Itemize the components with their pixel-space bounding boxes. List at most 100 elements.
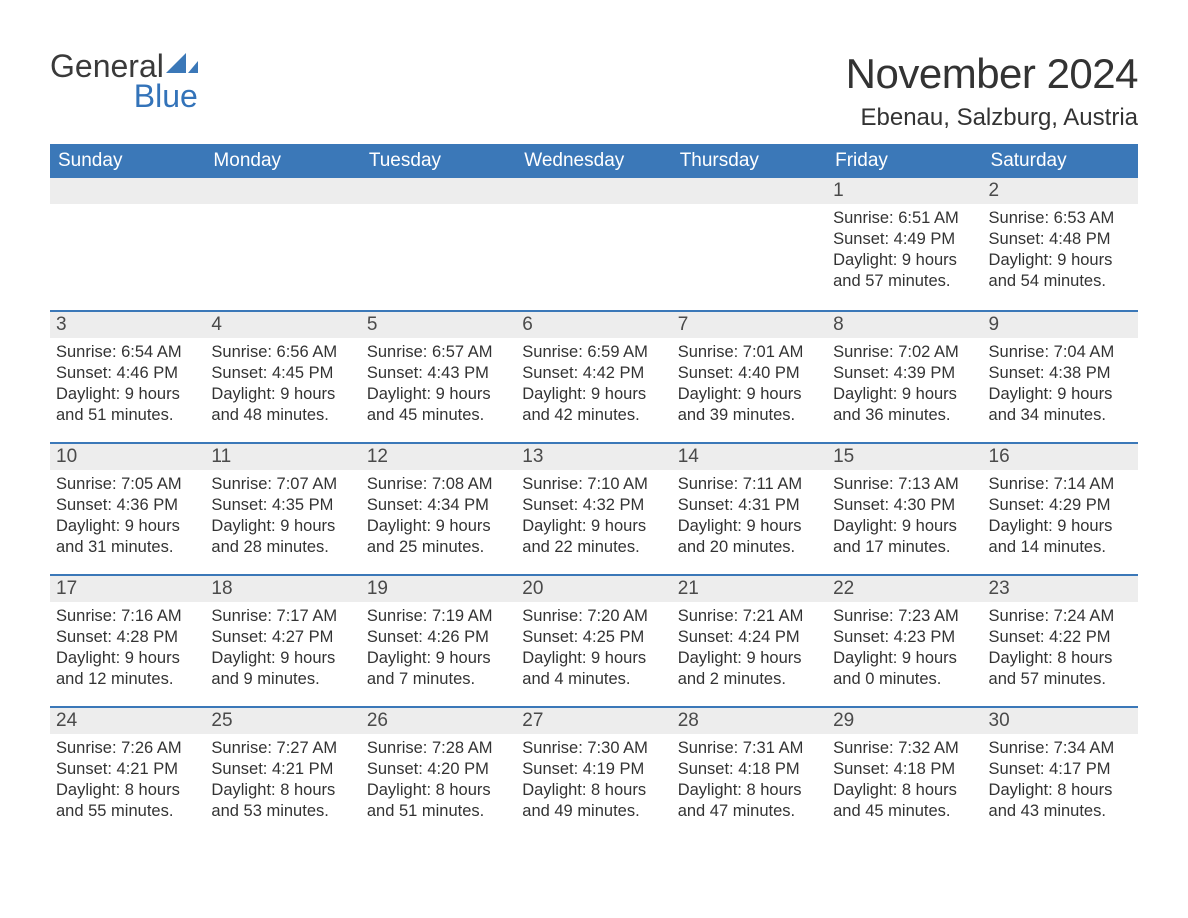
sunset-line: Sunset: 4:36 PM <box>56 495 199 516</box>
sunset-line: Sunset: 4:19 PM <box>522 759 665 780</box>
sunrise-line: Sunrise: 6:51 AM <box>833 208 976 229</box>
sunset-line: Sunset: 4:40 PM <box>678 363 821 384</box>
calendar-day: 21Sunrise: 7:21 AMSunset: 4:24 PMDayligh… <box>672 576 827 706</box>
day-number: 6 <box>516 312 671 338</box>
daylight-line: Daylight: 9 hours and 42 minutes. <box>522 384 665 426</box>
logo: General Blue <box>50 50 200 113</box>
day-number: 30 <box>983 708 1138 734</box>
day-number: 23 <box>983 576 1138 602</box>
day-number: 17 <box>50 576 205 602</box>
calendar-week: 17Sunrise: 7:16 AMSunset: 4:28 PMDayligh… <box>50 574 1138 706</box>
sunset-line: Sunset: 4:31 PM <box>678 495 821 516</box>
day-number: 25 <box>205 708 360 734</box>
sunset-line: Sunset: 4:32 PM <box>522 495 665 516</box>
daylight-line: Daylight: 9 hours and 51 minutes. <box>56 384 199 426</box>
day-number: 20 <box>516 576 671 602</box>
sunrise-line: Sunrise: 7:34 AM <box>989 738 1132 759</box>
daylight-line: Daylight: 9 hours and 20 minutes. <box>678 516 821 558</box>
calendar-day: 23Sunrise: 7:24 AMSunset: 4:22 PMDayligh… <box>983 576 1138 706</box>
day-number: 19 <box>361 576 516 602</box>
sunrise-line: Sunrise: 6:59 AM <box>522 342 665 363</box>
sunrise-line: Sunrise: 7:14 AM <box>989 474 1132 495</box>
daylight-line: Daylight: 9 hours and 9 minutes. <box>211 648 354 690</box>
calendar-day: 5Sunrise: 6:57 AMSunset: 4:43 PMDaylight… <box>361 312 516 442</box>
sunrise-line: Sunrise: 7:13 AM <box>833 474 976 495</box>
dow-friday: Friday <box>827 144 982 178</box>
sunrise-line: Sunrise: 7:27 AM <box>211 738 354 759</box>
sunrise-line: Sunrise: 7:10 AM <box>522 474 665 495</box>
day-number: 7 <box>672 312 827 338</box>
calendar-day: 8Sunrise: 7:02 AMSunset: 4:39 PMDaylight… <box>827 312 982 442</box>
day-body: Sunrise: 7:31 AMSunset: 4:18 PMDaylight:… <box>672 734 827 830</box>
day-body: Sunrise: 7:13 AMSunset: 4:30 PMDaylight:… <box>827 470 982 566</box>
sunset-line: Sunset: 4:22 PM <box>989 627 1132 648</box>
sunset-line: Sunset: 4:48 PM <box>989 229 1132 250</box>
sunset-line: Sunset: 4:23 PM <box>833 627 976 648</box>
daylight-line: Daylight: 9 hours and 34 minutes. <box>989 384 1132 426</box>
day-body: Sunrise: 6:51 AMSunset: 4:49 PMDaylight:… <box>827 204 982 300</box>
daylight-line: Daylight: 9 hours and 54 minutes. <box>989 250 1132 292</box>
daylight-line: Daylight: 8 hours and 49 minutes. <box>522 780 665 822</box>
sunrise-line: Sunrise: 7:20 AM <box>522 606 665 627</box>
daylight-line: Daylight: 8 hours and 51 minutes. <box>367 780 510 822</box>
dow-thursday: Thursday <box>672 144 827 178</box>
sunrise-line: Sunrise: 7:30 AM <box>522 738 665 759</box>
day-of-week-header: Sunday Monday Tuesday Wednesday Thursday… <box>50 144 1138 178</box>
day-body: Sunrise: 7:10 AMSunset: 4:32 PMDaylight:… <box>516 470 671 566</box>
sunset-line: Sunset: 4:21 PM <box>211 759 354 780</box>
day-body <box>50 204 205 216</box>
logo-word-blue: Blue <box>50 80 200 114</box>
sunrise-line: Sunrise: 7:08 AM <box>367 474 510 495</box>
daylight-line: Daylight: 8 hours and 45 minutes. <box>833 780 976 822</box>
day-number: 13 <box>516 444 671 470</box>
calendar-day: 20Sunrise: 7:20 AMSunset: 4:25 PMDayligh… <box>516 576 671 706</box>
calendar-day: 24Sunrise: 7:26 AMSunset: 4:21 PMDayligh… <box>50 708 205 838</box>
calendar-day: 7Sunrise: 7:01 AMSunset: 4:40 PMDaylight… <box>672 312 827 442</box>
sunset-line: Sunset: 4:34 PM <box>367 495 510 516</box>
daylight-line: Daylight: 9 hours and 12 minutes. <box>56 648 199 690</box>
calendar-week: 24Sunrise: 7:26 AMSunset: 4:21 PMDayligh… <box>50 706 1138 838</box>
page: General Blue November 2024 Ebenau, Salzb… <box>0 0 1188 868</box>
calendar: Sunday Monday Tuesday Wednesday Thursday… <box>50 144 1138 838</box>
day-number: 14 <box>672 444 827 470</box>
sunset-line: Sunset: 4:43 PM <box>367 363 510 384</box>
daylight-line: Daylight: 8 hours and 57 minutes. <box>989 648 1132 690</box>
day-body: Sunrise: 7:04 AMSunset: 4:38 PMDaylight:… <box>983 338 1138 434</box>
day-body: Sunrise: 7:28 AMSunset: 4:20 PMDaylight:… <box>361 734 516 830</box>
sunset-line: Sunset: 4:49 PM <box>833 229 976 250</box>
sunrise-line: Sunrise: 7:16 AM <box>56 606 199 627</box>
calendar-day <box>516 178 671 310</box>
day-body: Sunrise: 7:11 AMSunset: 4:31 PMDaylight:… <box>672 470 827 566</box>
calendar-day: 19Sunrise: 7:19 AMSunset: 4:26 PMDayligh… <box>361 576 516 706</box>
day-body: Sunrise: 7:20 AMSunset: 4:25 PMDaylight:… <box>516 602 671 698</box>
calendar-week: 10Sunrise: 7:05 AMSunset: 4:36 PMDayligh… <box>50 442 1138 574</box>
sunset-line: Sunset: 4:28 PM <box>56 627 199 648</box>
sunrise-line: Sunrise: 7:31 AM <box>678 738 821 759</box>
calendar-day: 30Sunrise: 7:34 AMSunset: 4:17 PMDayligh… <box>983 708 1138 838</box>
day-body: Sunrise: 7:19 AMSunset: 4:26 PMDaylight:… <box>361 602 516 698</box>
calendar-day: 10Sunrise: 7:05 AMSunset: 4:36 PMDayligh… <box>50 444 205 574</box>
dow-tuesday: Tuesday <box>361 144 516 178</box>
day-body: Sunrise: 7:17 AMSunset: 4:27 PMDaylight:… <box>205 602 360 698</box>
day-body: Sunrise: 7:16 AMSunset: 4:28 PMDaylight:… <box>50 602 205 698</box>
day-number: 12 <box>361 444 516 470</box>
calendar-day: 14Sunrise: 7:11 AMSunset: 4:31 PMDayligh… <box>672 444 827 574</box>
calendar-day: 13Sunrise: 7:10 AMSunset: 4:32 PMDayligh… <box>516 444 671 574</box>
day-body: Sunrise: 7:27 AMSunset: 4:21 PMDaylight:… <box>205 734 360 830</box>
day-number: 10 <box>50 444 205 470</box>
day-number: 11 <box>205 444 360 470</box>
calendar-day: 12Sunrise: 7:08 AMSunset: 4:34 PMDayligh… <box>361 444 516 574</box>
day-number <box>672 178 827 204</box>
day-number: 3 <box>50 312 205 338</box>
location-subtitle: Ebenau, Salzburg, Austria <box>846 104 1138 132</box>
sunset-line: Sunset: 4:25 PM <box>522 627 665 648</box>
sunset-line: Sunset: 4:39 PM <box>833 363 976 384</box>
header: General Blue November 2024 Ebenau, Salzb… <box>50 50 1138 132</box>
calendar-day: 27Sunrise: 7:30 AMSunset: 4:19 PMDayligh… <box>516 708 671 838</box>
day-number: 24 <box>50 708 205 734</box>
sunset-line: Sunset: 4:18 PM <box>833 759 976 780</box>
dow-monday: Monday <box>205 144 360 178</box>
day-number <box>516 178 671 204</box>
sunrise-line: Sunrise: 7:19 AM <box>367 606 510 627</box>
sunrise-line: Sunrise: 6:54 AM <box>56 342 199 363</box>
